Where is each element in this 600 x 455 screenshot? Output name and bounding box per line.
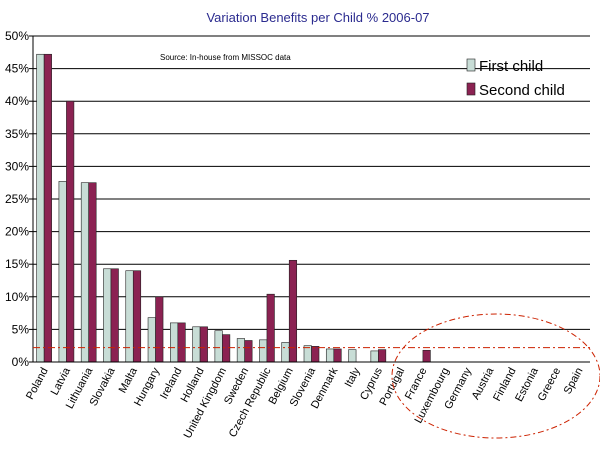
bar-poland-first [36, 53, 45, 363]
x-tick-label: Spain [562, 366, 586, 396]
y-tick-label: 35% [5, 127, 29, 141]
bar-lithuania-first [80, 182, 89, 363]
bar-sweden-second [244, 340, 253, 363]
y-tick-label: 5% [12, 322, 30, 336]
legend-swatch [466, 58, 476, 72]
bar-belgium-second [288, 259, 298, 363]
y-tick-label: 40% [5, 94, 29, 108]
x-tick-label: Malta [117, 365, 141, 395]
bar-malta-second [132, 270, 142, 363]
bar-france-second [422, 349, 431, 363]
bar-belgium-first [281, 342, 290, 363]
legend: First child Second child [466, 58, 565, 99]
bar-ireland-second [177, 322, 186, 363]
bar-united-kingdom-second [222, 334, 231, 363]
bar-cyprus-first [370, 350, 379, 363]
bar-latvia-first [58, 181, 67, 363]
y-tick-label: 0% [12, 355, 30, 369]
bar-poland-second [43, 53, 52, 363]
bar-slovenia-second [311, 346, 320, 363]
y-tick-label: 25% [5, 192, 29, 206]
bar-cyprus-second [378, 349, 387, 363]
bar-hungary-first [147, 317, 156, 363]
y-axis: 0% 5% 10% 15% 20% 25% 30% 35% 40% 45% 50% [5, 29, 34, 369]
bar-ireland-first [170, 322, 179, 363]
y-tick-label: 30% [5, 159, 29, 173]
bar-italy-first [348, 349, 357, 363]
bar-denmark-second [333, 348, 342, 363]
legend-label: First child [479, 58, 543, 75]
bar-czech-republic-second [266, 293, 275, 363]
bar-hungary-second [155, 296, 164, 363]
bar-holland-second [199, 326, 208, 363]
y-tick-label: 20% [5, 225, 29, 239]
legend-swatch [466, 82, 476, 96]
x-tick-label: Poland [24, 366, 51, 402]
bar-denmark-first [325, 348, 335, 363]
x-tick-label: Italy [343, 365, 363, 389]
y-tick-label: 50% [5, 29, 29, 43]
chart-title: Variation Benefits per Child % 2006-07 [206, 10, 429, 25]
y-tick-label: 15% [5, 257, 29, 271]
bars [36, 53, 431, 363]
bar-holland-first [192, 326, 201, 363]
y-tick-label: 10% [5, 290, 29, 304]
legend-label: Second child [479, 82, 565, 99]
bar-lithuania-second [88, 182, 97, 363]
bar-czech-republic-first [259, 339, 268, 363]
highlight-ellipse [391, 313, 600, 439]
source-annotation: Source: In-house from MISSOC data [160, 53, 291, 62]
bar-latvia-second [66, 100, 75, 363]
bar-united-kingdom-first [214, 330, 223, 363]
bar-sweden-first [236, 338, 245, 363]
y-tick-label: 45% [5, 62, 29, 76]
bar-malta-first [125, 270, 134, 363]
highlight-dashed-ellipse [391, 313, 600, 439]
